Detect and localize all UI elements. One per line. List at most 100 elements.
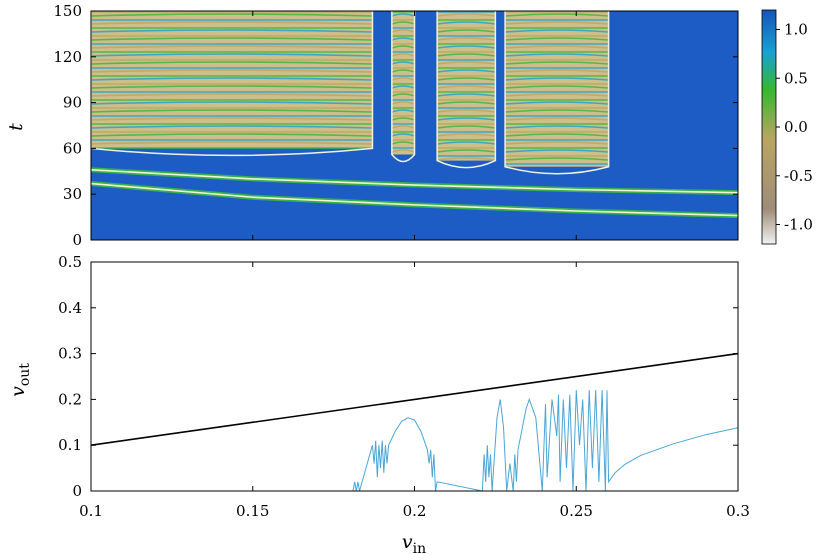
heatmap-x-ticks (90, 11, 739, 240)
fringe-stripe (391, 37, 415, 41)
fringe-stripe (91, 69, 373, 73)
fringe-stripe (91, 93, 373, 97)
fringe-stripe (391, 133, 415, 137)
y-tick-label: 0.4 (58, 299, 82, 317)
region-boundary (391, 11, 416, 163)
series-line-blue (352, 390, 738, 491)
fringe-stripe (91, 133, 373, 137)
colorbar-ticks: 1.0 0.5 0.0 -0.5 -1.0 (776, 21, 813, 234)
fringe-stripe (91, 29, 373, 33)
heatmap-panel: 0 30 60 90 120 150 t (5, 2, 739, 249)
separatrix-core (91, 168, 738, 194)
fringe-stripe (391, 149, 415, 153)
y-tick-label: 0 (72, 231, 82, 249)
fringe-stripe (505, 141, 609, 145)
fringe-stripe (391, 117, 415, 121)
fringe-stripe (91, 77, 373, 81)
fringe-stripe (505, 37, 609, 41)
fringe-stripe (391, 125, 415, 129)
fringe-stripe (391, 45, 415, 49)
fringe-stripe (505, 85, 609, 89)
fringe-stripe (505, 13, 609, 17)
colorbar-tick-label: 0.0 (784, 118, 808, 136)
bounce-region (436, 11, 497, 169)
line-chart-frame (90, 261, 739, 492)
fringe-stripe (437, 29, 496, 33)
fringe-stripe (505, 77, 609, 81)
colorbar-bar (761, 9, 777, 245)
fringe-stripe (437, 109, 496, 113)
line-chart-panel: 00.10.20.30.40.5 0.1 0.15 0.2 0.25 0.3 vout … (7, 253, 750, 554)
y-tick-label: 0.2 (58, 390, 82, 408)
fringe-stripe (91, 125, 373, 129)
x-tick-label: 0.15 (236, 502, 269, 520)
fringe-stripe (391, 13, 415, 17)
fringe-stripe (91, 141, 373, 145)
fringe-stripe (437, 21, 496, 25)
fringe-stripe (91, 45, 373, 49)
fringe-stripe (391, 77, 415, 81)
fringe-stripe (505, 133, 609, 137)
fringe-stripe (391, 69, 415, 73)
fringe-stripe (391, 29, 415, 33)
fringe-stripe (437, 45, 496, 49)
fringe-stripe (437, 37, 496, 41)
fringe-stripe (437, 85, 496, 89)
fringe-stripe (505, 69, 609, 73)
colorbar: 1.0 0.5 0.0 -0.5 -1.0 (761, 9, 813, 245)
fringe-stripe (91, 101, 373, 105)
fringe-stripe (505, 53, 609, 57)
region-boundary (436, 11, 497, 169)
y-tick-label: 30 (63, 185, 82, 203)
x-tick-label: 0.2 (403, 502, 427, 520)
fringe-stripe (91, 13, 373, 17)
y-tick-label: 0 (72, 482, 82, 500)
y-tick-label: 0.3 (58, 345, 82, 363)
fringe-stripe (437, 77, 496, 81)
heatmap-y-ticks: 0 30 60 90 120 150 (53, 2, 738, 249)
line-chart-x-axis-title: vin (402, 531, 426, 554)
y-tick-label: 120 (53, 48, 82, 66)
fringe-stripe (437, 69, 496, 73)
y-tick-label: 0.1 (58, 436, 82, 454)
fringe-stripe (437, 133, 496, 137)
fringe-stripe (391, 93, 415, 97)
fringe-stripe (91, 85, 373, 89)
fringe-stripe (391, 85, 415, 89)
y-tick-label: 60 (63, 139, 82, 157)
fringe-stripe (437, 13, 496, 17)
fringe-stripe (391, 109, 415, 113)
colorbar-tick-label: -1.0 (784, 216, 813, 234)
fringe-stripe (437, 125, 496, 129)
x-tick-label: 0.25 (560, 502, 593, 520)
fringe-stripe (505, 45, 609, 49)
fringe-stripe (505, 117, 609, 121)
bounce-region (391, 11, 416, 163)
x-tick-label: 0.3 (726, 502, 750, 520)
fringe-stripe (91, 117, 373, 121)
fringe-stripe (505, 21, 609, 25)
fringe-stripe (91, 21, 373, 25)
colorbar-tick-label: 0.5 (784, 69, 808, 87)
fringe-stripe (437, 141, 496, 145)
y-tick-label: 150 (53, 2, 82, 20)
region-boundary (91, 11, 374, 157)
fringe-stripe (505, 101, 609, 105)
fringe-stripe (391, 61, 415, 65)
y-tick-label: 90 (63, 94, 82, 112)
fringe-stripe (391, 21, 415, 25)
fringe-stripe (437, 149, 496, 153)
fringe-stripe (505, 93, 609, 97)
fringe-stripe (437, 61, 496, 65)
fringe-stripe (505, 125, 609, 129)
heatmap-y-axis-title: t (5, 123, 27, 131)
fringe-stripe (91, 61, 373, 65)
line-chart-x-ticks: 0.1 0.15 0.2 0.25 0.3 (79, 262, 750, 520)
colorbar-tick-label: -0.5 (784, 167, 813, 185)
fringe-stripe (437, 93, 496, 97)
fringe-stripe (437, 157, 496, 161)
fringe-stripe (505, 29, 609, 33)
region-boundary (504, 11, 610, 175)
separatrix-core (91, 182, 738, 217)
